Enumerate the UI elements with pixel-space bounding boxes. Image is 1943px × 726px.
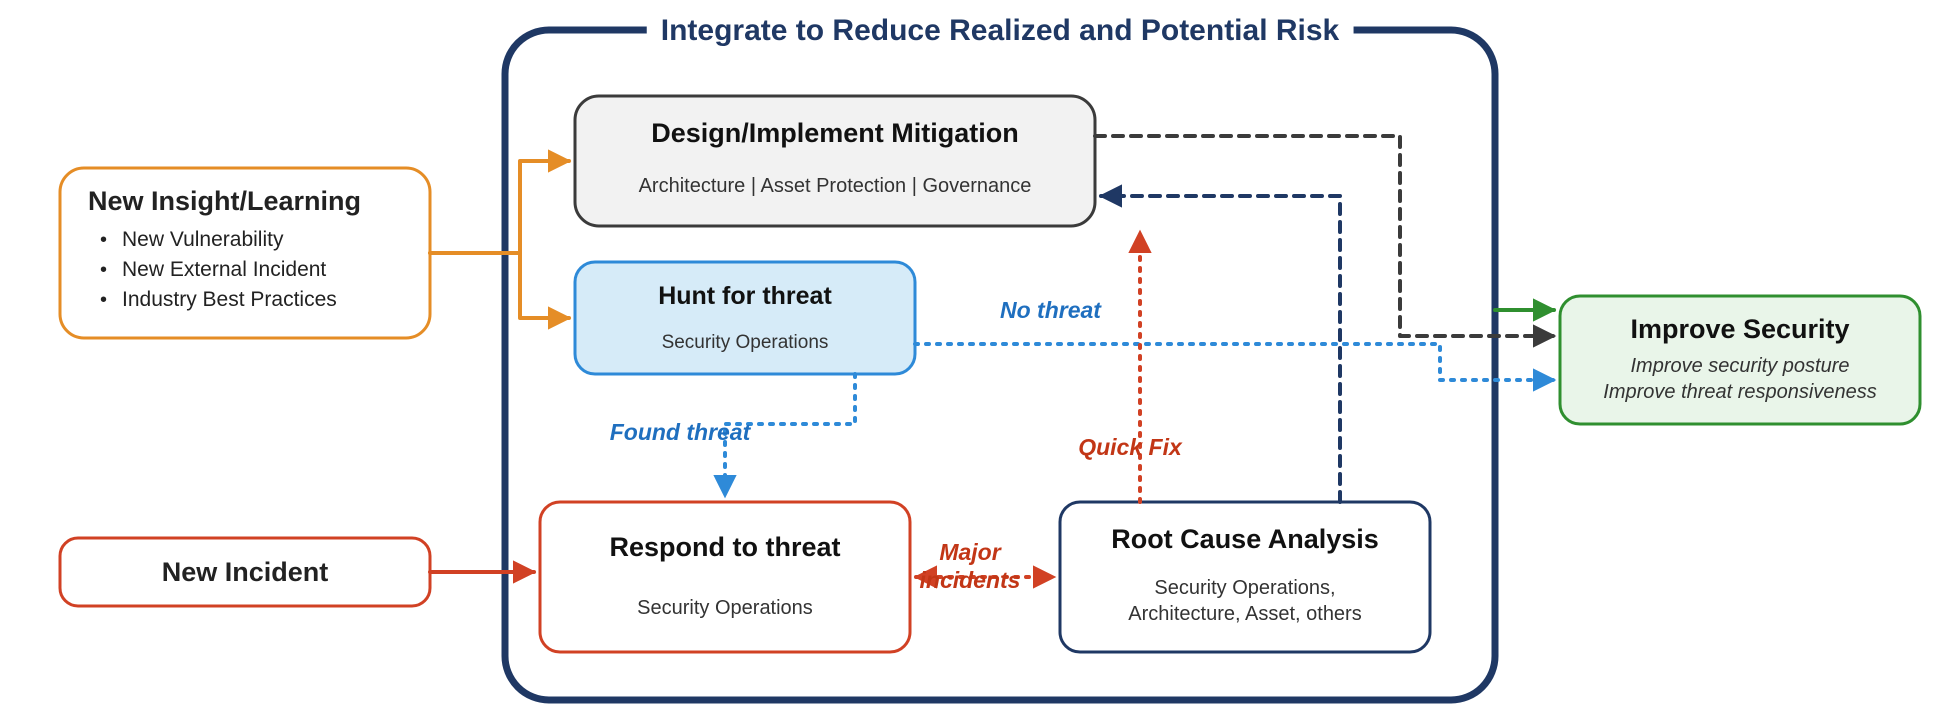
improve-sub1: Improve security posture <box>1631 355 1850 377</box>
design-sub: Architecture | Asset Protection | Govern… <box>639 175 1032 197</box>
insight-title: New Insight/Learning <box>88 186 361 216</box>
node-insight: New Insight/Learning • New Vulnerability • N… <box>60 168 430 338</box>
hunt-title: Hunt for threat <box>658 282 832 310</box>
label-quick-fix: Quick Fix <box>1078 434 1183 460</box>
label-found-threat: Found threat <box>610 419 752 445</box>
insight-bullet-0: New Vulnerability <box>122 228 284 251</box>
rca-title: Root Cause Analysis <box>1111 524 1379 554</box>
node-hunt: Hunt for threat Security Operations <box>575 262 915 374</box>
frame-title: Integrate to Reduce Realized and Potenti… <box>661 14 1340 47</box>
respond-title: Respond to threat <box>609 532 840 562</box>
insight-bullet-dot-2: • <box>100 289 107 311</box>
node-rca: Root Cause Analysis Security Operations, A… <box>1060 502 1430 652</box>
insight-bullet-dot-0: • <box>100 229 107 251</box>
label-no-threat: No threat <box>1000 297 1102 323</box>
new-incident-title: New Incident <box>162 557 329 587</box>
node-improve: Improve Security Improve security posture… <box>1560 296 1920 424</box>
design-title: Design/Implement Mitigation <box>651 118 1019 148</box>
node-respond: Respond to threat Security Operations <box>540 502 910 652</box>
respond-sub: Security Operations <box>637 597 813 619</box>
insight-bullet-dot-1: • <box>100 259 107 281</box>
node-design: Design/Implement Mitigation Architecture … <box>575 96 1095 226</box>
label-major-2: incidents <box>920 567 1021 593</box>
insight-bullet-2: Industry Best Practices <box>122 288 337 311</box>
improve-title: Improve Security <box>1630 314 1849 344</box>
insight-bullet-1: New External Incident <box>122 258 326 281</box>
improve-sub2: Improve threat responsiveness <box>1603 381 1876 403</box>
label-major-1: Major <box>939 539 1001 565</box>
hunt-sub: Security Operations <box>662 332 829 353</box>
rca-sub-1: Architecture, Asset, others <box>1128 603 1361 625</box>
node-newIncident: New Incident <box>60 538 430 606</box>
rca-sub-0: Security Operations, <box>1154 577 1335 599</box>
